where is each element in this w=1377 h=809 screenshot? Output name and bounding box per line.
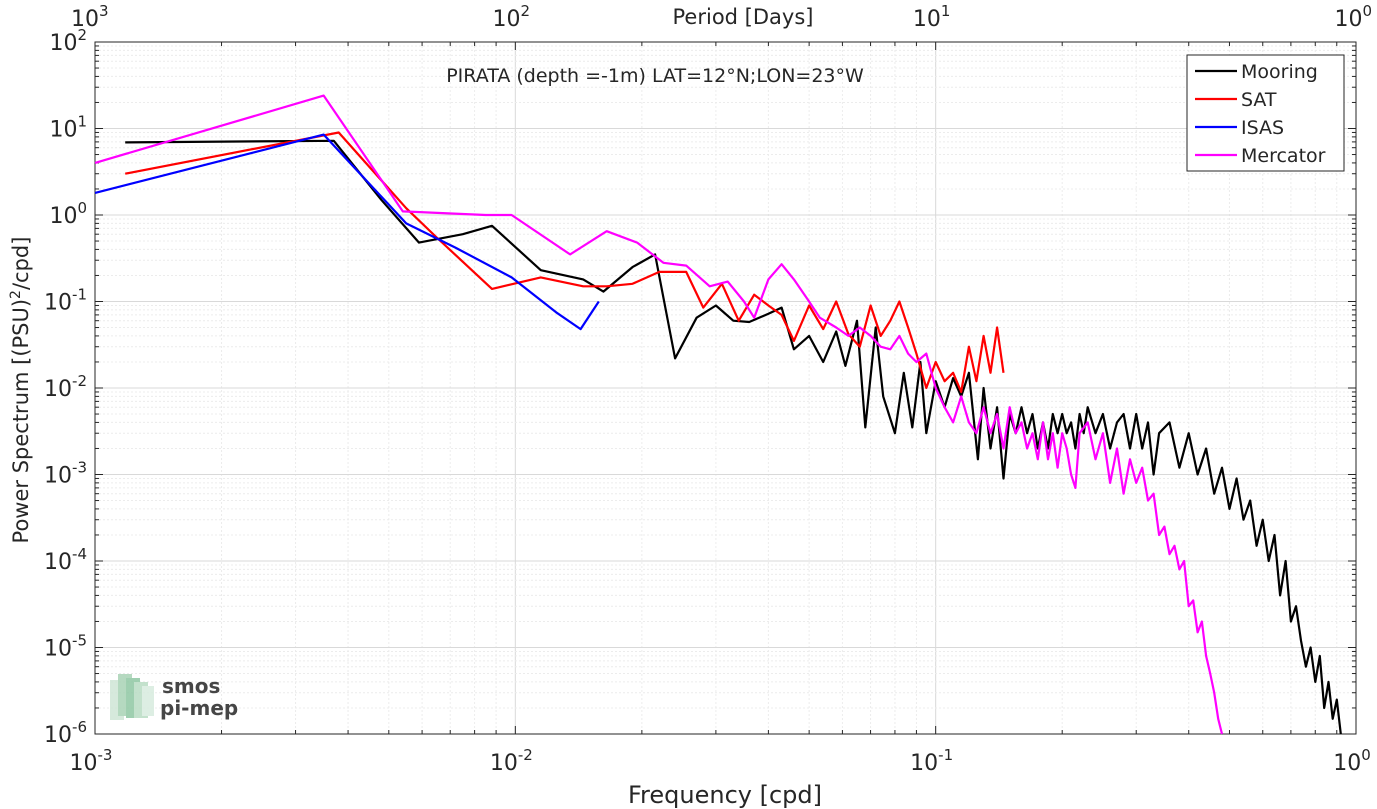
y-tick-label: 101 xyxy=(49,113,87,143)
top-tick-label: 103 xyxy=(71,2,109,32)
y-axis-label: Power Spectrum [(PSU)2/cpd] xyxy=(8,237,33,544)
y-tick-label: 10-3 xyxy=(44,459,87,489)
chart-title: PIRATA (depth =-1m) LAT=12°N;LON=23°W xyxy=(446,65,864,87)
series-group xyxy=(94,94,1342,735)
smos-pi-mep-logo: smos pi-mep xyxy=(110,674,238,720)
top-tick-label: 100 xyxy=(1334,2,1372,32)
y-tick-label: 10-6 xyxy=(44,718,87,748)
y-tick-label: 10-2 xyxy=(44,372,87,402)
series-line-sat xyxy=(124,131,1005,394)
x-axis-label: Frequency [cpd] xyxy=(628,781,822,809)
y-axis-label-main: Power Spectrum [(PSU) xyxy=(9,299,33,544)
y-tick-label: 10-1 xyxy=(44,286,87,316)
y-tick-label: 10-4 xyxy=(44,545,87,575)
legend: Mooring SAT ISAS Mercator xyxy=(1186,54,1345,172)
x-tick-label: 100 xyxy=(1333,746,1371,776)
top-axis-label: Period [Days] xyxy=(673,5,814,29)
y-tick-label: 100 xyxy=(49,199,87,229)
legend-label-sat: SAT xyxy=(1241,89,1277,111)
legend-label-isas: ISAS xyxy=(1241,117,1284,139)
axes: 10-3 10-2 10-1 100 102 101 100 10-1 10-2 10-3 10-4… xyxy=(44,2,1372,776)
legend-label-mooring: Mooring xyxy=(1241,61,1318,83)
y-tick-label: 10-5 xyxy=(44,632,87,662)
x-tick-label: 10-2 xyxy=(490,746,533,776)
series-line-mercator xyxy=(94,94,1224,735)
top-tick-label: 101 xyxy=(913,2,951,32)
legend-box xyxy=(1186,54,1345,172)
series-line-isas xyxy=(94,133,600,331)
logo-text-smos: smos xyxy=(162,674,220,698)
y-tick-label: 102 xyxy=(49,26,87,56)
y-axis-label-sup: 2 xyxy=(8,290,24,299)
series-line-mooring xyxy=(125,139,1342,735)
logo-text-pimep: pi-mep xyxy=(160,696,238,720)
logo-block-5 xyxy=(142,686,154,716)
top-tick-label: 102 xyxy=(493,2,531,32)
legend-label-mercator: Mercator xyxy=(1241,145,1326,167)
y-axis-label-tail: /cpd] xyxy=(9,237,33,290)
x-tick-label: 10-1 xyxy=(910,746,953,776)
x-tick-label: 10-3 xyxy=(70,746,113,776)
